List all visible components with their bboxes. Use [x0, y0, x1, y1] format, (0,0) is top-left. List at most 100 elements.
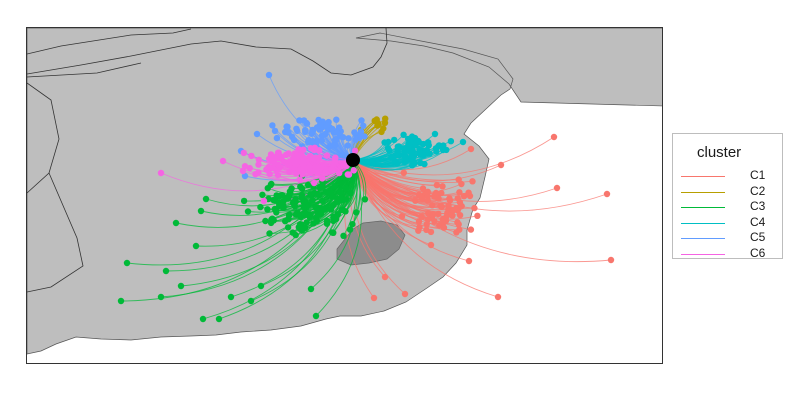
endpoint-c4 — [403, 157, 410, 165]
endpoint-c6 — [314, 169, 321, 177]
endpoint-c4 — [400, 131, 407, 138]
endpoint-c6 — [286, 168, 293, 176]
endpoint-c3 — [257, 203, 264, 211]
endpoint-c1 — [453, 229, 460, 236]
endpoint-c3 — [289, 229, 296, 236]
track-c3 — [180, 159, 354, 287]
endpoint-c3 — [296, 211, 303, 218]
endpoint-c3 — [328, 193, 336, 200]
endpoint-c6 — [275, 149, 282, 156]
endpoint-c3 — [264, 206, 271, 213]
endpoint-c6 — [240, 149, 247, 157]
track-c6 — [222, 159, 354, 178]
endpoint-c4 — [391, 136, 398, 144]
track-c1 — [352, 159, 612, 263]
legend-label: C2 — [750, 183, 766, 198]
legend-item-c1: C1 — [681, 168, 781, 183]
endpoint-c4 — [431, 130, 439, 138]
endpoint-c3 — [227, 293, 235, 301]
endpoint-c3 — [317, 205, 325, 212]
endpoint-c2 — [382, 115, 389, 122]
endpoint-c1 — [423, 221, 430, 228]
endpoint-c6 — [282, 151, 290, 158]
endpoint-c3 — [117, 297, 125, 305]
endpoint-c3 — [304, 181, 312, 189]
endpoint-c3 — [287, 189, 294, 197]
endpoint-c3 — [296, 221, 304, 228]
endpoint-c1 — [429, 210, 437, 218]
endpoint-c6 — [255, 169, 262, 176]
legend-key-line — [681, 191, 725, 193]
endpoint-c3 — [298, 185, 306, 192]
track-c3 — [230, 159, 354, 298]
endpoint-c1 — [429, 202, 436, 209]
endpoint-c1 — [424, 188, 431, 195]
endpoint-c6 — [266, 164, 273, 171]
endpoint-c1 — [456, 189, 463, 196]
endpoint-c6 — [157, 169, 165, 177]
endpoint-c3 — [177, 282, 185, 290]
endpoint-c1 — [423, 226, 430, 233]
endpoint-c4 — [406, 143, 413, 150]
endpoint-c1 — [454, 207, 461, 214]
lake — [336, 220, 406, 266]
endpoint-c3 — [327, 206, 335, 213]
endpoint-c6 — [350, 167, 357, 174]
track-c5 — [268, 74, 354, 161]
endpoint-c4 — [447, 138, 455, 145]
endpoint-c3 — [315, 191, 322, 199]
endpoint-c1 — [443, 213, 450, 220]
endpoint-c4 — [420, 140, 427, 148]
endpoint-c5 — [333, 129, 341, 136]
endpoint-c3 — [276, 202, 283, 209]
endpoint-c4 — [439, 146, 447, 154]
endpoint-c5 — [283, 123, 290, 130]
endpoint-c1 — [398, 213, 406, 220]
endpoint-c4 — [394, 150, 401, 157]
endpoint-c6 — [310, 179, 318, 187]
endpoint-c1 — [497, 161, 505, 169]
endpoint-c4 — [432, 145, 440, 152]
map-panel[interactable] — [26, 27, 663, 364]
endpoint-c1 — [449, 207, 457, 214]
endpoint-c5 — [332, 141, 339, 149]
endpoint-c5 — [265, 71, 273, 79]
endpoint-c3 — [284, 224, 292, 231]
border-lines — [27, 28, 388, 293]
endpoint-c3 — [282, 218, 289, 225]
endpoint-c6 — [286, 161, 293, 169]
endpoint-c5 — [318, 132, 326, 139]
endpoint-c6 — [307, 152, 314, 160]
endpoint-c6 — [292, 161, 299, 168]
endpoint-c3 — [199, 315, 207, 323]
endpoint-c5 — [309, 139, 316, 147]
legend-key-line — [681, 238, 725, 239]
endpoint-c3 — [323, 220, 331, 227]
endpoint-c6 — [275, 161, 282, 168]
endpoint-c6 — [292, 170, 300, 177]
endpoint-c3 — [303, 219, 310, 226]
endpoint-c5 — [296, 117, 303, 124]
endpoint-c5 — [241, 172, 249, 180]
endpoint-c4 — [384, 144, 392, 152]
endpoint-c1 — [446, 197, 454, 204]
endpoint-c1 — [435, 210, 442, 218]
endpoint-c1 — [416, 224, 423, 231]
endpoint-c4 — [394, 143, 401, 150]
endpoint-c3 — [346, 226, 354, 233]
endpoint-c1 — [415, 191, 423, 198]
endpoint-c6 — [255, 156, 263, 163]
endpoint-c1 — [436, 222, 443, 229]
origin-marker — [346, 153, 360, 167]
endpoint-c3 — [157, 293, 165, 301]
legend-label: C6 — [750, 245, 766, 260]
endpoint-c1 — [460, 193, 468, 200]
endpoint-c5 — [352, 136, 359, 143]
endpoint-c1 — [494, 293, 502, 301]
endpoint-c6 — [351, 147, 359, 155]
endpoint-c6 — [269, 158, 276, 165]
endpoint-c3 — [309, 197, 316, 204]
endpoint-c2 — [380, 125, 387, 132]
endpoint-c1 — [427, 241, 435, 249]
endpoint-c3 — [280, 198, 287, 205]
